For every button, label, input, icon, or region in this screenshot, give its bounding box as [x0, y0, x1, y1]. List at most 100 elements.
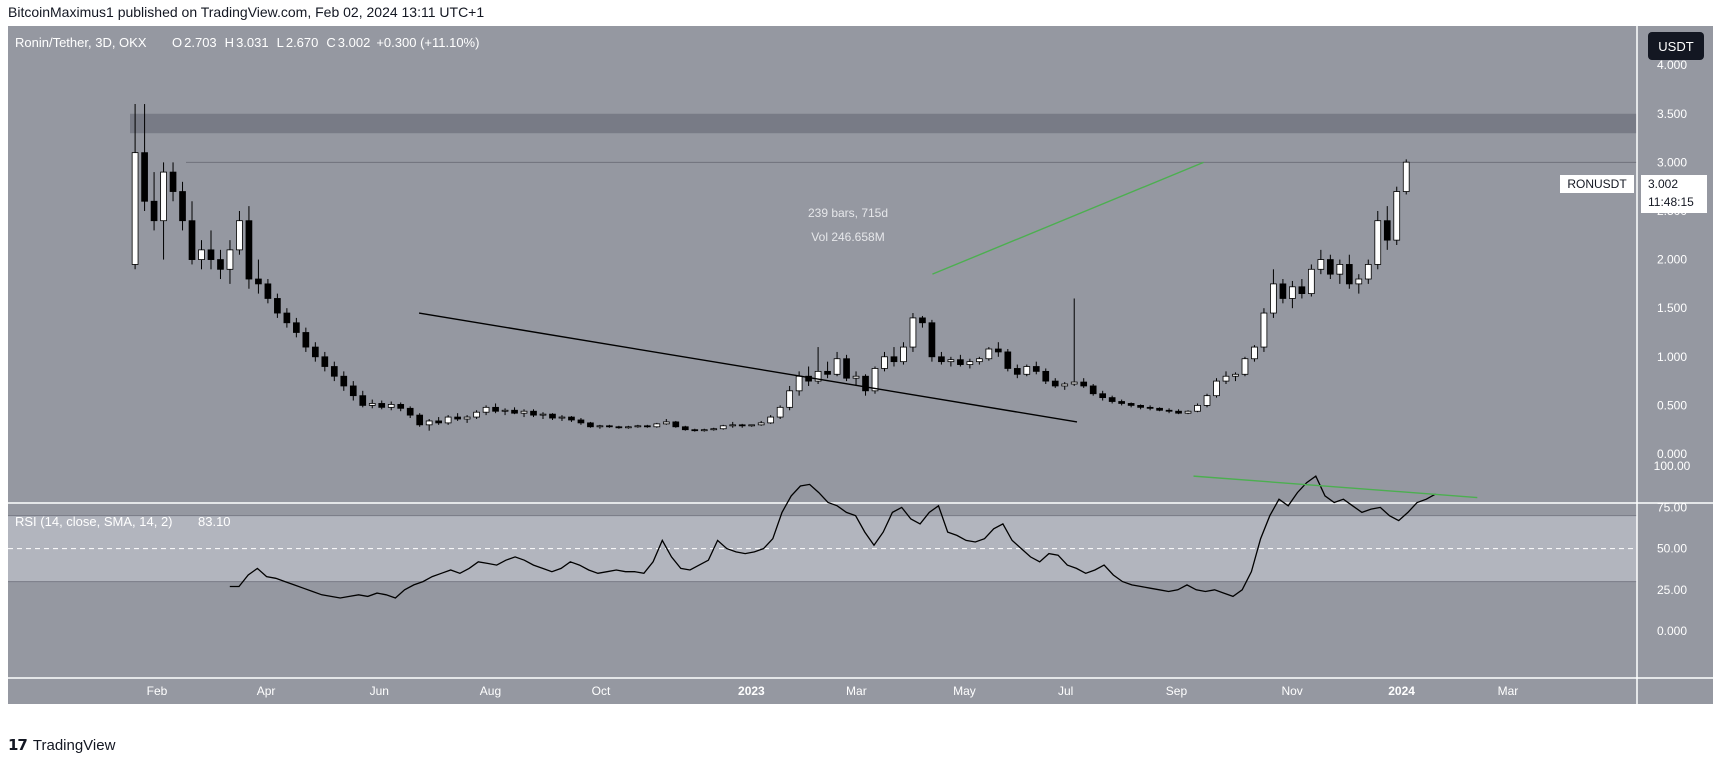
- candle-body-up: [1364, 264, 1372, 280]
- rsi-legend-value: 83.10: [198, 514, 231, 529]
- candle: [1013, 364, 1021, 379]
- candle: [1393, 186, 1401, 245]
- candle-body-up: [1222, 375, 1230, 382]
- candle-body-up: [539, 413, 547, 416]
- ascending-support-line: [932, 161, 1204, 275]
- candle: [169, 162, 177, 202]
- price-tag-symbol: RONUSDT: [1567, 177, 1627, 191]
- candle-body-down: [274, 298, 281, 314]
- candle-body-up: [1374, 220, 1382, 265]
- candle: [406, 406, 414, 419]
- candle-body-up: [871, 368, 879, 392]
- candle-body-down: [1080, 381, 1088, 387]
- currency-button[interactable]: USDT: [1648, 32, 1704, 60]
- measure-bars: 239 bars, 715d: [808, 206, 888, 220]
- currency-button-label: USDT: [1658, 39, 1693, 54]
- candle: [1213, 378, 1220, 398]
- candle-body-down: [957, 359, 964, 365]
- rsi-legend-label: RSI (14, close, SMA, 14, 2): [15, 514, 173, 529]
- legend-c-label: C: [326, 35, 335, 50]
- tradingview-brand: TradingView: [32, 736, 116, 754]
- candle-body-up: [900, 346, 907, 363]
- candle-body-down: [492, 406, 499, 412]
- candle: [188, 201, 196, 265]
- candle-body-down: [245, 220, 253, 280]
- candle: [530, 409, 537, 418]
- candle-body-down: [179, 191, 186, 222]
- candle: [919, 315, 926, 328]
- candle: [349, 381, 357, 401]
- candle: [587, 421, 594, 428]
- candle-body-down: [606, 425, 613, 428]
- candle-body-down: [293, 322, 300, 333]
- candle: [1327, 254, 1334, 280]
- descending-resistance-line: [418, 312, 1078, 423]
- candle: [1032, 361, 1040, 375]
- candle-body-down: [435, 420, 442, 424]
- candle-body-up: [1402, 161, 1410, 192]
- candle-body-down: [141, 152, 148, 202]
- time-axis-ticks: Feb Apr Jun Aug Oct 2023 Mar May Jul Sep Nov 2024 Ma…: [147, 684, 1519, 698]
- candle-body-up: [1355, 278, 1363, 285]
- tradingview-logo[interactable]: 𝟭𝟳 TradingView: [8, 736, 116, 755]
- candle-body-down: [207, 249, 215, 260]
- candle-body-down: [862, 375, 869, 392]
- candle-body-down: [919, 317, 926, 324]
- candle-body-down: [568, 416, 575, 421]
- candle: [994, 342, 1002, 357]
- candle-body-down: [644, 425, 651, 428]
- price-tick-label: 0.000: [1657, 447, 1687, 461]
- candle-body-up: [833, 358, 841, 375]
- chart-area[interactable]: 4.0003.5003.0002.5002.0001.5001.0000.500…: [0, 26, 1721, 730]
- candle-body-up: [1270, 283, 1277, 314]
- candle-body-up: [1194, 404, 1201, 412]
- candle-body-up: [653, 423, 661, 428]
- candle: [767, 415, 775, 424]
- candle: [881, 351, 888, 372]
- candle-body-up: [748, 424, 756, 427]
- time-tick-label: Jun: [370, 684, 389, 698]
- legend-l-value: 2.670: [286, 35, 319, 50]
- candle-body-up: [1184, 410, 1192, 414]
- candle-body-down: [672, 421, 680, 428]
- candle: [1383, 206, 1391, 250]
- candle-body-up: [757, 422, 765, 426]
- candle: [1308, 264, 1315, 297]
- candle: [776, 405, 784, 420]
- symbol-legend[interactable]: Ronin/Tether, 3D, OKX O 2.703 H 3.031 L 2.670…: [15, 35, 479, 50]
- candle: [1165, 408, 1173, 414]
- legend-o-label: O: [172, 35, 182, 50]
- rsi-tick-label: 0.000: [1657, 624, 1687, 638]
- candle: [330, 361, 338, 382]
- candle-body-down: [681, 426, 689, 431]
- time-tick-label: 2024: [1388, 684, 1415, 698]
- price-axis[interactable]: [1637, 26, 1713, 704]
- candle: [985, 347, 993, 361]
- candle-body-down: [824, 370, 831, 375]
- candle: [1099, 390, 1107, 401]
- candle-body-down: [1127, 403, 1135, 406]
- candle-body-up: [795, 375, 803, 392]
- candle-body-down: [255, 278, 262, 285]
- candle-body-up: [1393, 191, 1401, 241]
- candle: [131, 104, 139, 270]
- candle: [1402, 159, 1410, 195]
- candle: [1251, 345, 1258, 362]
- candle-body-up: [444, 416, 452, 424]
- candle-body-up: [501, 409, 509, 412]
- price-tick-label: 2.000: [1657, 253, 1687, 267]
- candle: [368, 399, 376, 409]
- candle: [435, 417, 442, 425]
- candle-body-down: [549, 413, 556, 419]
- candle: [966, 358, 974, 369]
- candle-body-down: [302, 332, 310, 348]
- candle: [1270, 269, 1277, 318]
- candle-body-down: [330, 366, 338, 377]
- candle: [1203, 393, 1211, 408]
- candle: [160, 162, 167, 260]
- candle-body-down: [577, 419, 585, 424]
- candle: [397, 402, 405, 412]
- candle-body-up: [985, 348, 993, 360]
- candle-body-up: [1251, 346, 1258, 360]
- candle-body-down: [217, 259, 224, 270]
